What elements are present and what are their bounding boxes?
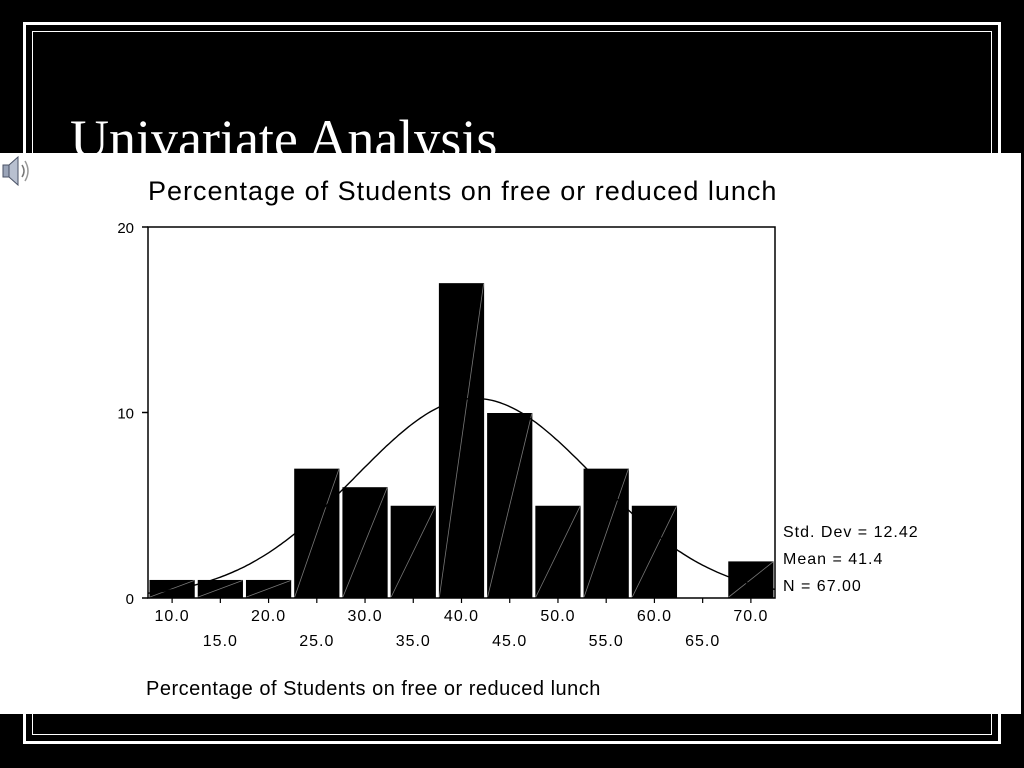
x-tick-label: 20.0 xyxy=(251,608,286,625)
bar-hatch-line xyxy=(438,283,485,598)
chart-panel: 0 10 20 10.0 15.0 20.0 25.0 30.0 35.0 40.0 45.0 50… xyxy=(0,153,1021,714)
x-tick-label: 70.0 xyxy=(733,608,768,625)
y-tick-label: 0 xyxy=(126,591,134,608)
x-tick-label: 60.0 xyxy=(637,608,672,625)
x-tick-label: 50.0 xyxy=(540,608,575,625)
x-axis-label: Percentage of Students on free or reduce… xyxy=(146,678,601,700)
stat-mean: Mean = 41.4 xyxy=(783,551,884,568)
x-tick-label: 25.0 xyxy=(299,633,334,650)
chart-title: Percentage of Students on free or reduce… xyxy=(148,176,778,206)
x-tick-label: 45.0 xyxy=(492,633,527,650)
histogram-chart: 0 10 20 10.0 15.0 20.0 25.0 30.0 35.0 40.0 45.0 50… xyxy=(117,220,776,650)
stats-box: Std. Dev = 12.42 Mean = 41.4 N = 67.00 xyxy=(783,519,919,600)
bar-hatch-line xyxy=(294,469,340,598)
bar-hatch-line xyxy=(246,580,291,598)
bar-hatch-line xyxy=(583,469,629,598)
x-tick-label: 30.0 xyxy=(347,608,382,625)
bar-hatch-line xyxy=(342,487,388,598)
x-tick-label: 35.0 xyxy=(396,633,431,650)
bar-hatch-line xyxy=(390,506,436,598)
x-tick-label: 55.0 xyxy=(589,633,624,650)
normal-curve xyxy=(147,397,776,594)
bar-hatch-line xyxy=(535,506,581,598)
bar-hatch-line xyxy=(149,580,195,598)
y-tick-label: 10 xyxy=(117,406,134,423)
x-tick-label: 15.0 xyxy=(203,633,238,650)
bar-hatch-line xyxy=(487,413,533,598)
x-tick-label: 40.0 xyxy=(444,608,479,625)
speaker-icon[interactable] xyxy=(0,153,34,189)
bar-hatch-line xyxy=(631,506,677,598)
x-tick-label: 10.0 xyxy=(155,608,190,625)
bar-hatch-line xyxy=(198,580,243,598)
stat-std-dev: Std. Dev = 12.42 xyxy=(783,524,919,541)
x-tick-label: 65.0 xyxy=(685,633,720,650)
y-tick-label: 20 xyxy=(117,220,134,237)
stat-n: N = 67.00 xyxy=(783,578,862,595)
bar-hatch-line xyxy=(728,561,774,598)
